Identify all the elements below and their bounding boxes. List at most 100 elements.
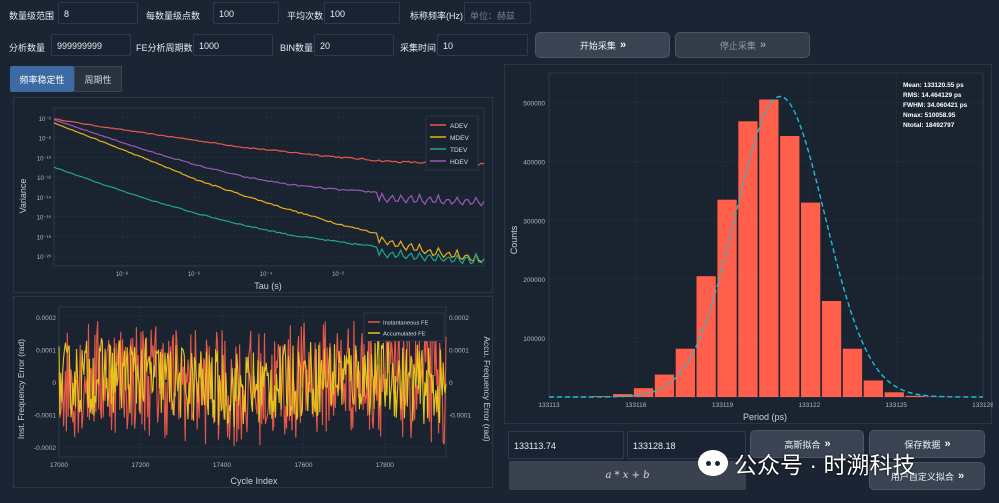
y2-tick-label: 0.0002 (449, 315, 469, 322)
stat-line: FWHM: 34.060421 ps (903, 102, 968, 109)
tab-periodicity[interactable]: 周期性 (74, 66, 122, 92)
series-tdev-line (53, 166, 485, 265)
period-histogram-chart: 500000 400000 300000 200000 100000 133113 1331… (509, 72, 993, 422)
y-tick-label: 10⁻¹⁶ (37, 215, 52, 222)
stat-line: Mean: 133120.55 ps (903, 82, 964, 89)
x-tick-label: 17000 (50, 462, 68, 469)
series-adev-line (54, 118, 485, 166)
stat-line: RMS: 14.464129 ps (903, 92, 962, 99)
y-tick-label: -0.0002 (34, 445, 56, 452)
x-tick-label: 133128 (972, 402, 993, 409)
variance-x-axis-label: Tau (s) (254, 281, 282, 291)
y-tick-label: 0.0002 (36, 315, 56, 322)
start-acquisition-button[interactable]: 开始采集» (535, 32, 670, 58)
label-bin-count: BIN数量 (280, 43, 314, 53)
nominal-frequency-input[interactable]: 单位：赫兹 (464, 2, 531, 24)
tab-frequency-stability[interactable]: 频率稳定性 (10, 66, 74, 92)
y2-tick-label: 0 (449, 380, 453, 387)
histogram-bar (613, 394, 633, 397)
fit-range-high-input[interactable]: 133128.18 (627, 431, 746, 459)
wechat-icon (698, 450, 728, 476)
y-tick-label: 10⁻¹⁸ (37, 234, 52, 241)
gaussian-fit-curve (549, 95, 983, 398)
gaussian-fit-button[interactable]: 高斯拟合» (750, 430, 864, 458)
x-tick-label: 17200 (131, 462, 149, 469)
cycle-index-x-axis-label: Cycle Index (230, 476, 278, 486)
y-tick-label: 10⁻¹² (37, 176, 51, 182)
magnitude-range-input[interactable]: 8 (58, 2, 138, 24)
histogram-bar (884, 392, 904, 397)
x-tick-label: 10⁻⁶ (188, 271, 201, 278)
histogram-bar (863, 380, 883, 397)
chevron-right-icon: » (619, 39, 626, 51)
histogram-bar (738, 121, 758, 398)
label-analysis-count: 分析数量 (9, 43, 46, 53)
histogram-bar (905, 395, 925, 397)
label-nominal-frequency: 标称频率(Hz) (410, 11, 463, 21)
save-data-label: 保存数据 (904, 439, 941, 450)
fit-formula-display: a * x + b (509, 461, 746, 490)
y-tick-label: 200000 (523, 277, 545, 284)
fe-cycles-input[interactable]: 1000 (193, 34, 273, 56)
legend-label: Accumulated FE (383, 332, 426, 338)
average-count-input[interactable]: 100 (324, 2, 400, 24)
label-acquisition-time: 采集时间 (400, 43, 437, 53)
x-tick-label: 10⁻⁸ (116, 271, 129, 278)
label-fe-cycles: FE分析周期数 (136, 43, 193, 53)
legend-label: TDEV (450, 147, 468, 154)
series-accumulated-fe-line (58, 338, 447, 427)
x-tick-label: 17400 (213, 462, 231, 469)
y-tick-label: -0.0001 (34, 413, 56, 420)
nominal-frequency-placeholder: 单位：赫兹 (470, 11, 516, 21)
x-tick-label: 133125 (885, 402, 907, 409)
histogram-bar (675, 348, 695, 397)
series-hdev-line (53, 119, 485, 207)
legend-label: MDEV (450, 135, 469, 142)
fit-formula: a * x + b (605, 470, 650, 481)
analysis-count-input[interactable]: 999999999 (51, 34, 131, 56)
custom-fit-label: 用户自定义拟合 (890, 471, 954, 482)
histogram-bar (842, 348, 863, 397)
chevron-right-icon: » (824, 438, 830, 450)
stat-line: Nmax: 510058.95 (903, 112, 956, 119)
bin-count-input[interactable]: 20 (314, 34, 394, 56)
y2-tick-label: 0.0001 (449, 347, 469, 354)
chevron-right-icon: » (759, 39, 766, 51)
histogram-bar (633, 388, 654, 397)
histogram-bar (717, 199, 737, 397)
stop-acquisition-label: 停止采集 (719, 40, 756, 51)
stop-acquisition-button[interactable]: 停止采集» (675, 32, 810, 58)
frequency-error-chart: 0.0002 0.0001 0 -0.0001 -0.0002 0.0002 0.0001 0… (16, 306, 492, 486)
histogram-bar (780, 136, 800, 397)
histogram-panel: 500000 400000 300000 200000 100000 133113 1331… (504, 64, 993, 424)
inst-fe-y-axis-label: Inst. Frequency Error (rad) (16, 339, 26, 439)
points-per-magnitude-input[interactable]: 100 (213, 2, 279, 24)
frequency-error-panel: 0.0002 0.0001 0 -0.0001 -0.0002 0.0002 0.0001 0… (13, 296, 493, 488)
y-tick-label: 300000 (523, 218, 545, 225)
variance-plot-area (53, 107, 485, 267)
histogram-bar (759, 99, 779, 397)
x-tick-label: 133119 (712, 402, 734, 409)
save-data-button[interactable]: 保存数据» (869, 430, 985, 458)
counts-y-axis-label: Counts (509, 225, 519, 254)
y-tick-label: 400000 (523, 159, 545, 166)
acquisition-time-input[interactable]: 10 (437, 34, 528, 56)
custom-fit-button[interactable]: 用户自定义拟合» (869, 462, 985, 490)
watermark-text: 公众号 · 时溯科技 (734, 452, 916, 478)
gaussian-fit-label: 高斯拟合 (784, 439, 821, 450)
chevron-right-icon: » (957, 470, 964, 482)
variance-chart-panel: 10⁻⁶ 10⁻⁸ 10⁻¹⁰ 10⁻¹² 10⁻¹⁴ 10⁻¹⁶ 10⁻¹⁸ 10⁻²⁰ 10… (13, 97, 493, 293)
y-tick-label: 100000 (523, 336, 545, 343)
watermark: 公众号 · 时溯科技 (698, 446, 915, 480)
variance-y-axis-label: Variance (18, 179, 28, 214)
x-tick-label: 133116 (625, 402, 647, 409)
legend-label: Instantaneous FE (383, 321, 429, 327)
start-acquisition-label: 开始采集 (579, 40, 616, 51)
legend-label: HDEV (450, 159, 469, 166)
tab-periodicity-label: 周期性 (84, 74, 112, 85)
histogram-bar (654, 374, 675, 397)
label-points-per-magnitude: 每数量级点数 (146, 11, 201, 21)
fit-range-low-input[interactable]: 133113.74 (508, 431, 624, 459)
x-tick-label: 133122 (799, 402, 821, 409)
y-tick-label: 0.0001 (36, 347, 56, 354)
